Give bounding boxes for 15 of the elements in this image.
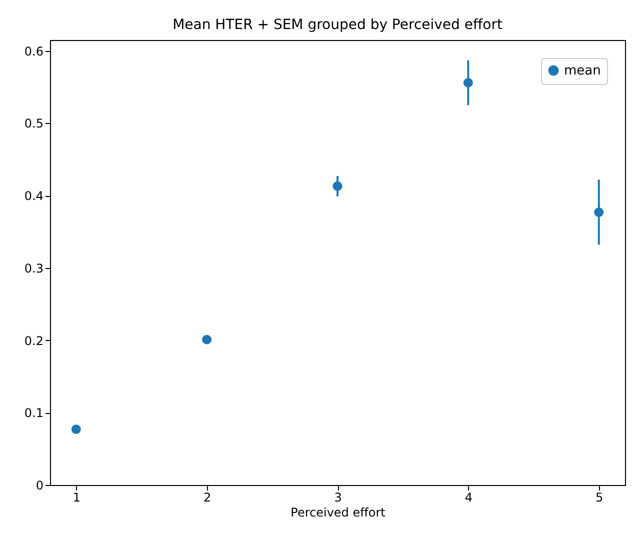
x-tick-label: 3 [334,490,342,504]
legend-label: mean [564,64,601,78]
x-tick-label: 2 [204,490,212,504]
x-tick-label: 4 [464,490,472,504]
x-tick-label: 1 [72,490,80,504]
y-tick-label: 0.6 [24,44,44,58]
y-tick-label: 0.2 [24,334,44,348]
y-tick-label: 0.5 [24,116,44,131]
y-tick-label: 0 [36,478,44,492]
x-axis-title: Perceived effort [290,506,386,520]
chart-title: Mean HTER + SEM grouped by Perceived effort [172,17,503,33]
x-tick-label: 5 [596,490,604,504]
y-tick-label: 0.1 [24,406,44,420]
y-tick-label: 0.3 [24,261,44,276]
y-tick-label: 0.4 [24,189,44,204]
